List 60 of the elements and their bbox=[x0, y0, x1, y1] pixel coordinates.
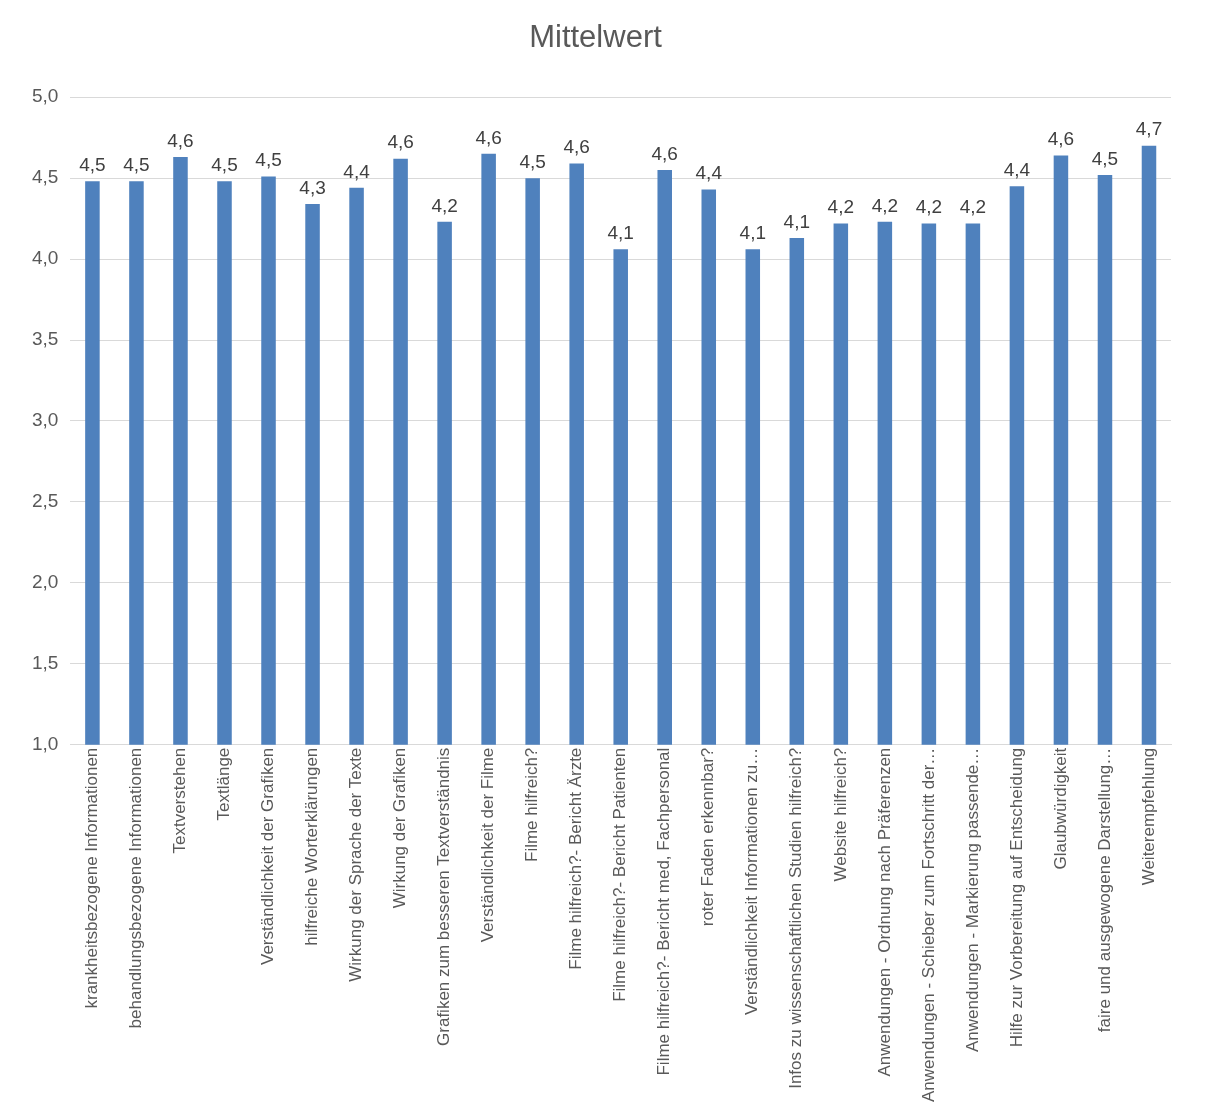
x-tick-label: Textlänge bbox=[214, 747, 234, 821]
x-tick-label: Anwendungen - Schieber zum Fortschritt der… bbox=[918, 747, 938, 1102]
data-label: 4,6 bbox=[1047, 128, 1075, 150]
data-label: 4,2 bbox=[871, 194, 899, 216]
x-tick-label: Grafiken zum besseren Textverständnis bbox=[434, 747, 454, 1046]
x-tick-label: Verständlichkeit der Filme bbox=[478, 747, 498, 943]
y-tick-label: 4,0 bbox=[31, 247, 59, 269]
x-tick-label: Anwendungen - Ordnung nach Präferenzen bbox=[874, 747, 894, 1077]
data-label: 4,6 bbox=[167, 129, 194, 151]
x-tick-label: behandlungsbezogene Informationen bbox=[126, 747, 146, 1029]
data-label: 4,1 bbox=[739, 222, 766, 244]
x-tick-label: Filme hilfreich? bbox=[522, 747, 542, 862]
data-label: 4,6 bbox=[475, 126, 502, 148]
y-tick-label: 2,5 bbox=[31, 490, 59, 512]
x-tick-label: Filme hilfreich?- Bericht med, Fachpersonal bbox=[654, 747, 674, 1076]
x-tick-label: Wirkung der Grafiken bbox=[390, 747, 410, 909]
data-label: 4,5 bbox=[255, 149, 282, 171]
y-tick-label: 3,0 bbox=[31, 409, 59, 431]
data-label: 4,2 bbox=[959, 196, 987, 218]
y-tick-label: 4,5 bbox=[31, 166, 59, 188]
chart-title: Mittelwert bbox=[529, 19, 663, 55]
data-label: 4,2 bbox=[431, 194, 458, 216]
data-label: 4,4 bbox=[695, 162, 723, 184]
data-label: 4,5 bbox=[519, 150, 546, 172]
data-label: 4,4 bbox=[1003, 158, 1031, 180]
x-tick-label: Filme hilfreich?- Bericht Ärzte bbox=[566, 747, 586, 970]
x-tick-label: Glaubwürdigkeit bbox=[1050, 747, 1070, 870]
x-tick-label: Verständlichkeit Informationen zu… bbox=[742, 747, 762, 1016]
x-tick-label: hilfreiche Worterklärungen bbox=[302, 747, 322, 946]
data-label: 4,3 bbox=[299, 176, 326, 198]
data-label: 4,6 bbox=[387, 131, 414, 153]
data-label: 4,1 bbox=[783, 210, 811, 232]
data-label: 4,5 bbox=[79, 154, 106, 176]
x-tick-label: Textverstehen bbox=[170, 747, 190, 854]
data-label: 4,4 bbox=[343, 160, 371, 182]
x-tick-label: Anwendungen - Markierung passende… bbox=[962, 747, 982, 1052]
data-label: 4,6 bbox=[563, 136, 590, 158]
data-label: 4,7 bbox=[1135, 118, 1163, 140]
x-tick-label: roter Faden erkennbar? bbox=[698, 747, 718, 927]
data-label: 4,1 bbox=[607, 222, 634, 244]
x-tick-label: Weiterempfehlung bbox=[1138, 747, 1158, 886]
x-tick-label: Hilfe zur Vorbereitung auf Entscheidung bbox=[1006, 747, 1026, 1048]
data-label: 4,6 bbox=[651, 142, 678, 164]
data-label: 4,5 bbox=[1091, 147, 1119, 169]
x-tick-label: Infos zu wissenschaftlichen Studien hilfreich? bbox=[786, 747, 806, 1089]
x-tick-label: Website hilfreich? bbox=[830, 747, 850, 882]
y-tick-label: 3,5 bbox=[31, 328, 59, 350]
x-tick-label: krankheitsbezogene Informationen bbox=[82, 747, 102, 1009]
data-label: 4,5 bbox=[123, 154, 150, 176]
x-tick-label: faire und ausgewogene Darstellung… bbox=[1094, 747, 1114, 1033]
y-tick-label: 1,0 bbox=[31, 732, 59, 754]
x-tick-label: Verständlichkeit der Grafiken bbox=[258, 747, 278, 966]
y-tick-label: 1,5 bbox=[31, 651, 59, 673]
data-label: 4,2 bbox=[915, 196, 943, 218]
y-tick-label: 5,0 bbox=[31, 85, 59, 107]
data-label: 4,5 bbox=[211, 154, 238, 176]
y-tick-label: 2,0 bbox=[31, 571, 59, 593]
x-tick-label: Filme hilfreich?- Bericht Patienten bbox=[610, 747, 630, 1002]
x-tick-label: Wirkung der Sprache der Texte bbox=[346, 747, 366, 982]
data-label: 4,2 bbox=[827, 196, 855, 218]
